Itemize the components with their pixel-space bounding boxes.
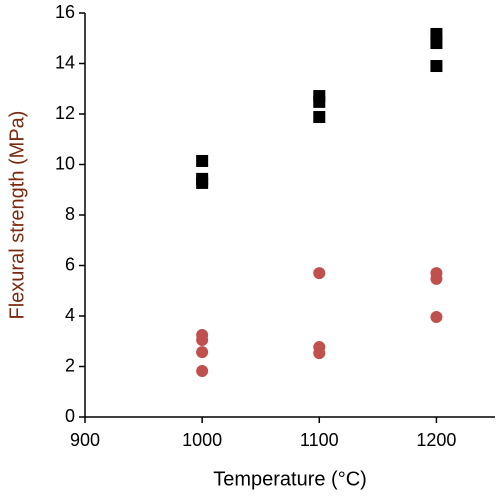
marker <box>196 346 209 359</box>
marker <box>430 272 443 285</box>
x-axis-title: Temperature (°C) <box>213 468 367 490</box>
x-tick-label: 900 <box>70 430 100 450</box>
y-tick-label: 14 <box>55 52 75 72</box>
marker <box>196 176 209 189</box>
y-tick-label: 6 <box>65 254 75 274</box>
x-tick-label: 1200 <box>416 430 456 450</box>
y-axis-title: Flexural strength (MPa) <box>6 111 28 320</box>
marker <box>196 154 209 167</box>
marker <box>430 27 443 40</box>
y-tick-label: 10 <box>55 153 75 173</box>
marker <box>313 111 326 124</box>
x-tick-label: 1000 <box>182 430 222 450</box>
marker <box>313 267 326 280</box>
marker <box>196 333 209 346</box>
y-tick-label: 4 <box>65 305 75 325</box>
y-tick-label: 8 <box>65 204 75 224</box>
y-tick-label: 2 <box>65 355 75 375</box>
marker <box>430 60 443 73</box>
marker <box>430 37 443 50</box>
y-tick-label: 0 <box>65 406 75 426</box>
marker <box>313 347 326 360</box>
marker <box>196 365 209 378</box>
marker <box>430 311 443 324</box>
x-tick-label: 1100 <box>300 430 339 450</box>
y-tick-label: 16 <box>55 2 75 22</box>
marker <box>313 95 326 108</box>
y-tick-label: 12 <box>55 103 75 123</box>
